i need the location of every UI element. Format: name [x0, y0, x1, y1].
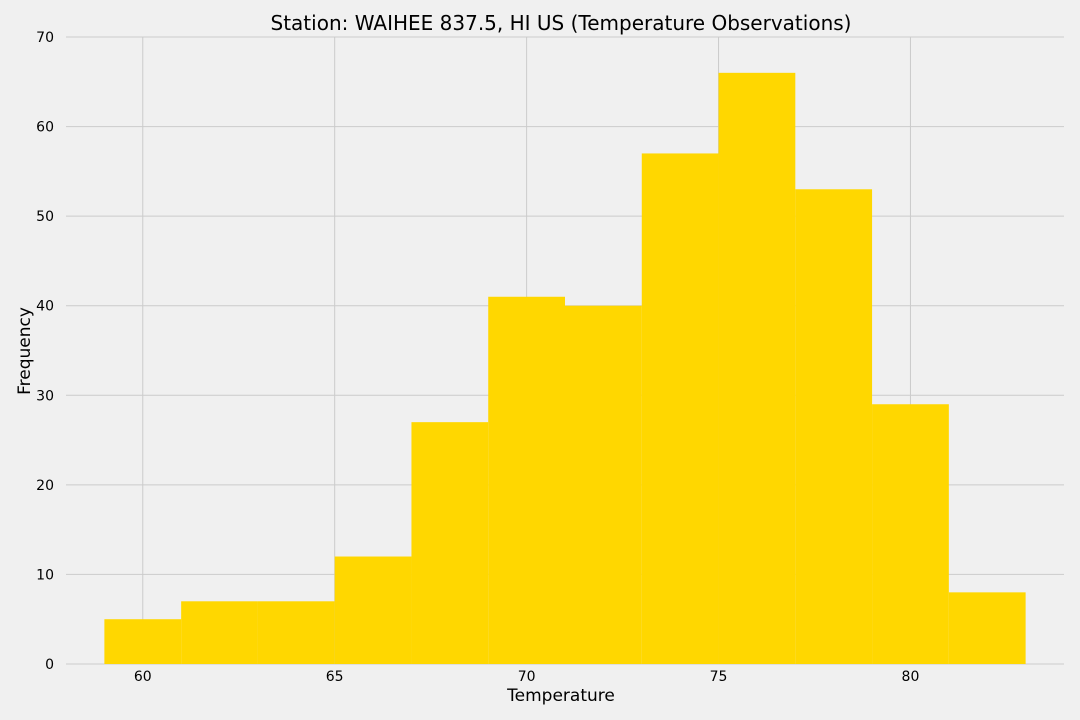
y-tick-label: 50: [36, 209, 54, 225]
y-tick-label: 40: [36, 299, 54, 315]
histogram-bar: [872, 404, 949, 664]
x-tick-label: 75: [710, 669, 728, 685]
x-axis-ticks: 60 65 70 75 80: [134, 669, 920, 685]
x-axis-label: Temperature: [506, 686, 615, 706]
y-tick-label: 20: [36, 478, 54, 494]
y-axis-label: Frequency: [15, 307, 35, 395]
chart-title: Station: WAIHEE 837.5, HI US (Temperatur…: [271, 11, 852, 35]
histogram-bar: [104, 619, 182, 664]
x-tick-label: 65: [326, 669, 344, 685]
histogram-bar: [488, 296, 565, 664]
x-tick-label: 70: [518, 669, 536, 685]
histogram-bar: [718, 72, 796, 665]
y-tick-label: 60: [36, 120, 54, 136]
histogram-bar: [181, 601, 258, 664]
histogram-bar: [257, 601, 335, 664]
y-tick-label: 30: [36, 388, 54, 404]
x-tick-label: 60: [134, 669, 152, 685]
histogram-bars: [104, 72, 1026, 665]
histogram-bar: [565, 305, 642, 664]
histogram-bar: [795, 189, 873, 664]
y-tick-label: 70: [36, 30, 54, 46]
y-tick-label: 0: [45, 657, 54, 673]
y-tick-label: 10: [36, 567, 54, 583]
histogram-bar: [948, 592, 1026, 664]
histogram-bar: [641, 153, 719, 664]
y-axis-ticks: 0 10 20 30 40 50 60 70: [36, 30, 54, 673]
x-tick-label: 80: [902, 669, 920, 685]
histogram-bar: [411, 422, 489, 664]
histogram-bar: [334, 556, 412, 664]
